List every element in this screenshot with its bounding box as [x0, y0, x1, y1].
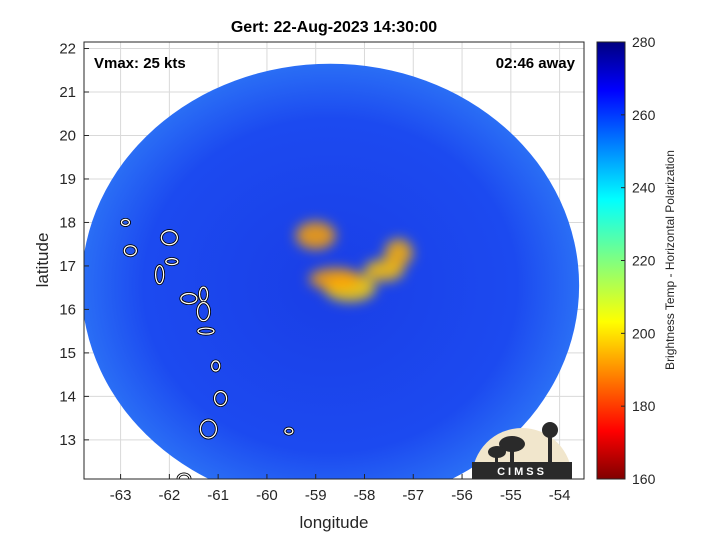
land-outline	[180, 292, 198, 305]
warm-feature	[295, 221, 336, 250]
y-tick-label: 15	[59, 345, 76, 362]
y-axis-ticks: 13 14 15 16 17 18 19 20 21 22	[59, 41, 89, 449]
colorbar-tick-label: 240	[632, 180, 656, 196]
y-tick-label: 18	[59, 214, 76, 231]
land-outline	[196, 301, 211, 322]
colorbar-tick-label: 180	[632, 398, 656, 414]
vmax-annotation: Vmax: 25 kts	[94, 55, 186, 72]
land-outline	[123, 245, 137, 257]
colorbar-tick-label: 160	[632, 471, 656, 487]
x-tick-label: -62	[159, 487, 181, 504]
land-outline	[165, 257, 179, 266]
land-outline	[197, 327, 215, 335]
land-outline	[199, 419, 218, 439]
y-tick-label: 20	[59, 127, 76, 144]
x-tick-label: -58	[354, 487, 376, 504]
chart-title: Gert: 22-Aug-2023 14:30:00	[231, 19, 437, 36]
y-tick-label: 13	[59, 432, 76, 449]
y-tick-label: 14	[59, 388, 76, 405]
x-axis-ticks: -63 -62 -61 -60 -59 -58 -57 -56 -55 -54	[110, 474, 571, 504]
land-outline	[211, 360, 221, 372]
colorbar-ticks: 160 180 200 220 240 260 280	[621, 34, 656, 487]
x-tick-label: -57	[402, 487, 424, 504]
x-axis-label: longitude	[299, 513, 368, 532]
y-tick-label: 16	[59, 301, 76, 318]
x-tick-label: -61	[207, 487, 229, 504]
axes-frame	[83, 41, 585, 480]
land-outline	[177, 473, 191, 479]
land-outline	[160, 230, 179, 246]
warm-feature	[384, 238, 413, 267]
colorbar-tick-label: 280	[632, 34, 656, 50]
x-tick-label: -56	[451, 487, 473, 504]
y-tick-label: 22	[59, 41, 76, 58]
y-tick-label: 19	[59, 171, 76, 188]
x-tick-label: -60	[256, 487, 278, 504]
colorbar-label: Brightness Temp - Horizontal Polarizatio…	[663, 150, 677, 370]
y-tick-label: 17	[59, 258, 76, 275]
land-outline	[154, 264, 165, 285]
x-tick-label: -63	[110, 487, 132, 504]
colorbar-tick-label: 200	[632, 325, 656, 341]
warm-feature	[309, 267, 362, 290]
land-outlines	[119, 217, 295, 479]
y-axis-label: latitude	[33, 233, 52, 288]
land-outline	[120, 218, 131, 227]
y-tick-label: 21	[59, 84, 76, 101]
colorbar-tick-label: 260	[632, 107, 656, 123]
time-away-annotation: 02:46 away	[496, 55, 576, 72]
logo-text: CIMSS	[497, 466, 547, 478]
warm-features	[295, 221, 413, 302]
x-tick-label: -54	[549, 487, 571, 504]
colorbar-tick-label: 220	[632, 253, 656, 269]
land-outline	[213, 390, 228, 407]
x-tick-label: -59	[305, 487, 327, 504]
land-outline	[284, 427, 294, 435]
colorbar	[596, 41, 626, 480]
x-tick-label: -55	[500, 487, 522, 504]
cimss-logo: CIMSS	[472, 422, 572, 479]
